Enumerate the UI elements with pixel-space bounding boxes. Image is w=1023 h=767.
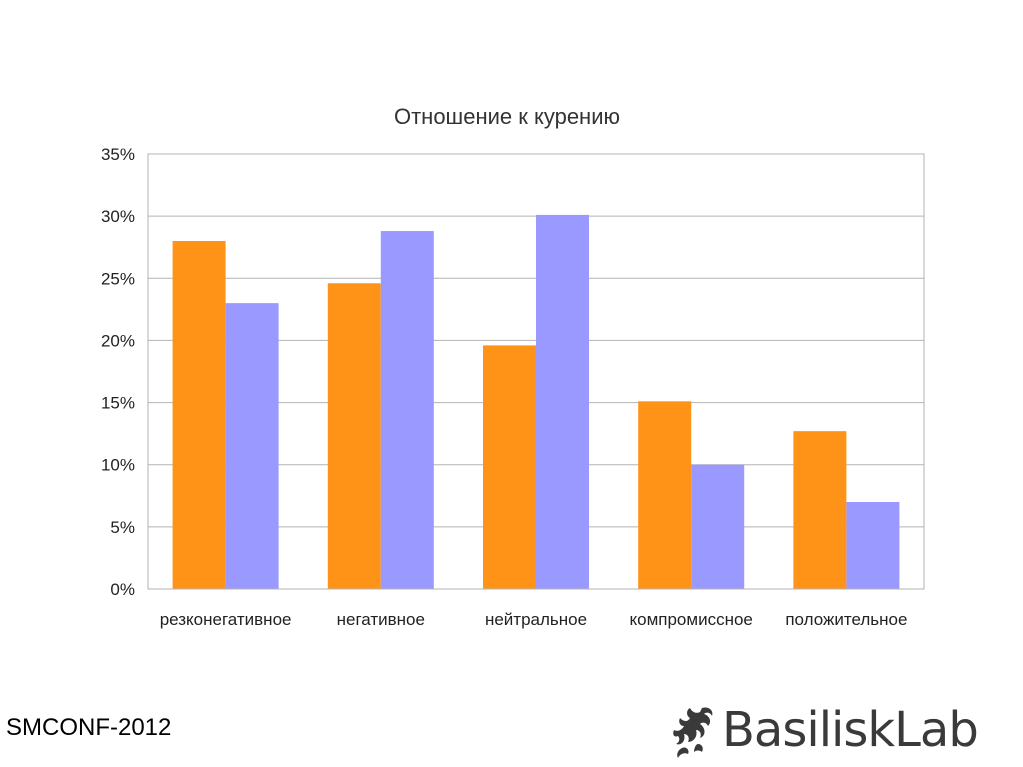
y-tick-label: 15% [101, 394, 135, 413]
bar-series2-3 [536, 214, 589, 589]
bar-series2-5 [846, 502, 900, 589]
x-tick-label: резконегативное [160, 610, 292, 629]
y-tick-label: 5% [110, 518, 135, 537]
bar-series1-1 [172, 241, 226, 589]
bar-series2-1 [225, 303, 279, 589]
x-tick-label: нейтральное [485, 610, 587, 629]
bar-series1-5 [793, 431, 847, 589]
y-tick-label: 35% [101, 145, 135, 164]
bars [172, 214, 900, 590]
plot-frame [147, 153, 925, 590]
bar-series1-3 [483, 345, 536, 589]
y-tick-label: 10% [101, 456, 135, 475]
logo-text: BasiliskLab [722, 702, 979, 758]
x-tick-label: положительное [785, 610, 907, 629]
chart-title: Отношение к курению [394, 104, 620, 129]
y-tick-label: 0% [110, 580, 135, 599]
basilisk-icon [673, 707, 713, 758]
conference-label: SMCONF-2012 [6, 714, 172, 741]
basilisklab-logo: BasiliskLab [672, 700, 1012, 762]
y-tick-label: 25% [101, 269, 135, 288]
x-tick-label: компромиссное [630, 610, 753, 629]
y-tick-label: 30% [101, 207, 135, 226]
bar-series2-4 [691, 464, 745, 589]
bar-series2-2 [380, 231, 434, 590]
x-axis-ticks: резконегативное негативное нейтральное комп… [160, 610, 908, 629]
y-axis-ticks: 0% 5% 10% 15% 20% 25% 30% 35% [101, 145, 135, 599]
bar-series1-2 [327, 283, 381, 589]
y-tick-label: 20% [101, 331, 135, 350]
x-tick-label: негативное [337, 610, 425, 629]
bar-series1-4 [638, 401, 692, 589]
